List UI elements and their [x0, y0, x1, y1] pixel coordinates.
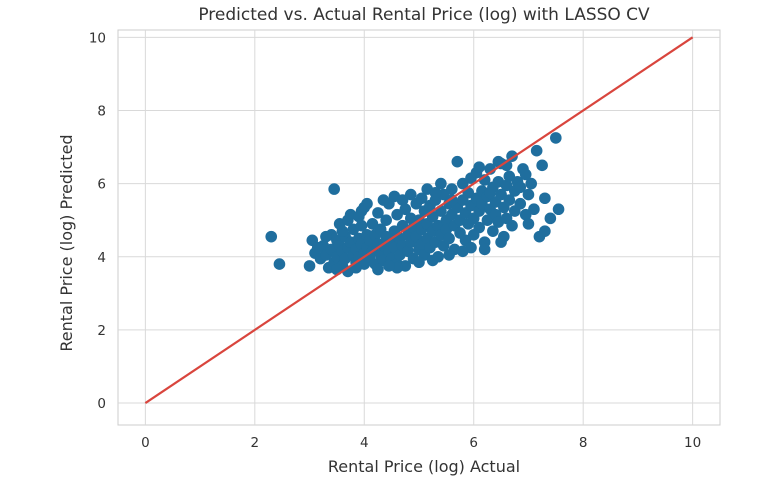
data-point — [544, 212, 557, 225]
data-point — [311, 241, 324, 254]
data-point — [500, 179, 513, 192]
data-point — [473, 161, 486, 173]
data-point — [522, 218, 535, 230]
y-tick-label: 8 — [97, 103, 106, 119]
data-point — [484, 186, 496, 199]
data-point — [473, 221, 486, 234]
data-point — [396, 194, 409, 206]
data-point — [404, 188, 417, 201]
data-point — [550, 132, 562, 144]
data-point — [383, 260, 395, 272]
data-point — [536, 159, 548, 172]
data-point — [380, 214, 392, 226]
data-point — [355, 205, 368, 217]
y-tick-label: 6 — [97, 177, 106, 193]
data-point — [525, 177, 537, 190]
data-point — [539, 225, 551, 237]
x-tick-label: 6 — [469, 435, 478, 451]
data-point — [372, 207, 384, 219]
reference-line — [144, 36, 694, 404]
data-point — [487, 225, 499, 237]
data-point — [519, 168, 532, 181]
y-tick-label: 4 — [97, 250, 106, 266]
data-point — [342, 214, 354, 226]
data-point — [514, 181, 527, 194]
data-point — [456, 245, 469, 258]
data-point — [265, 230, 278, 243]
data-point — [503, 170, 516, 183]
data-point — [443, 249, 455, 261]
data-point — [429, 186, 442, 199]
data-point — [328, 183, 340, 195]
x-tick-labels: 0 2 4 6 8 10 — [141, 435, 701, 451]
x-tick-label: 4 — [360, 435, 369, 451]
y-axis-label: Rental Price (log) Predicted — [57, 134, 76, 351]
data-point — [391, 208, 403, 221]
data-point — [426, 254, 439, 267]
data-point — [552, 203, 565, 216]
data-point — [528, 203, 540, 216]
data-point — [435, 177, 447, 190]
y-tick-label: 0 — [97, 396, 106, 412]
data-point — [506, 219, 518, 232]
data-point — [355, 219, 368, 232]
data-point — [320, 230, 332, 243]
data-point — [413, 256, 425, 269]
x-axis-label: Rental Price (log) Actual — [328, 457, 520, 476]
data-point — [446, 183, 458, 195]
x-tick-label: 2 — [251, 435, 260, 451]
y-tick-labels: 0 2 4 6 8 10 — [89, 30, 106, 412]
data-point — [495, 188, 507, 201]
data-point — [522, 188, 535, 201]
data-point — [451, 155, 464, 168]
data-point — [273, 258, 286, 270]
chart-title: Predicted vs. Actual Rental Price (log) … — [198, 5, 650, 25]
data-point — [456, 177, 469, 190]
data-point — [336, 225, 349, 237]
data-point — [303, 260, 316, 272]
data-point — [478, 243, 491, 256]
data-point — [495, 236, 507, 248]
data-point — [443, 232, 455, 245]
x-tick-label: 8 — [579, 435, 588, 451]
y-tick-label: 10 — [89, 30, 106, 46]
data-point — [415, 192, 428, 205]
data-point — [377, 194, 390, 206]
data-point — [503, 194, 516, 206]
data-point — [539, 192, 551, 205]
data-point — [366, 218, 379, 230]
x-tick-label: 0 — [141, 435, 150, 451]
data-point — [372, 263, 384, 276]
data-points — [265, 132, 565, 278]
data-point — [481, 214, 494, 226]
x-tick-label: 10 — [684, 435, 701, 451]
data-point — [399, 203, 412, 216]
data-point — [514, 197, 527, 210]
data-point — [519, 208, 532, 221]
data-point — [530, 144, 543, 157]
y-tick-label: 2 — [97, 323, 106, 339]
